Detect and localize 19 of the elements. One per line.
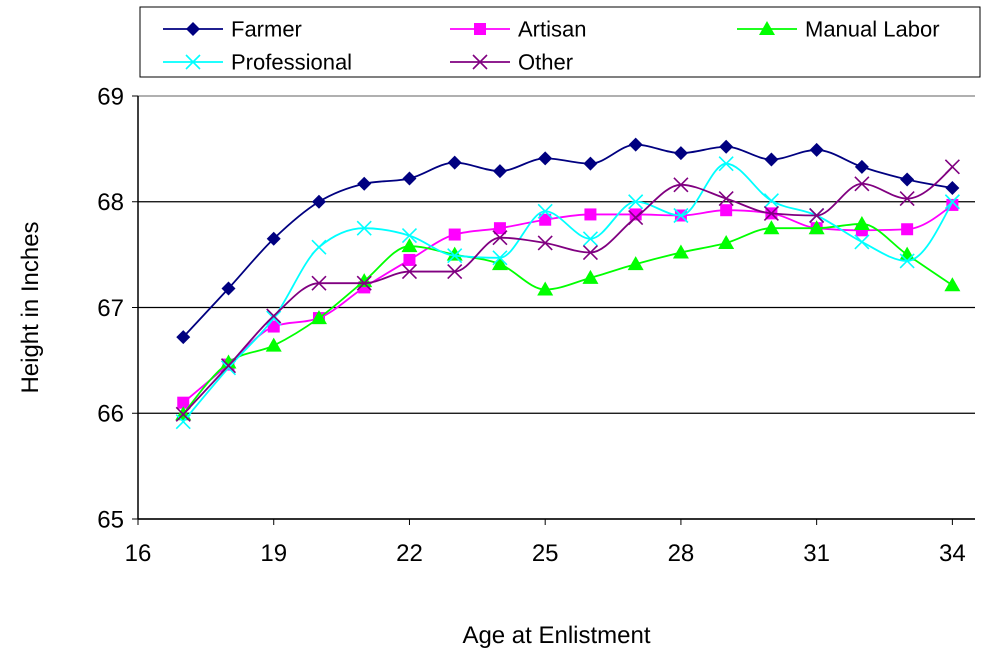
x-tick-label: 31 [803, 540, 830, 567]
x-axis-title: Age at Enlistment [462, 622, 651, 649]
legend-label: Manual Labor [805, 16, 940, 42]
y-tick-label: 67 [97, 294, 124, 322]
legend-label: Artisan [518, 16, 586, 42]
x-tick-label: 34 [939, 540, 966, 567]
y-tick-label: 68 [97, 189, 124, 216]
x-tick-label: 16 [124, 540, 152, 567]
x-tick-label: 22 [396, 540, 423, 567]
legend-label: Farmer [231, 16, 302, 42]
y-tick-label: 66 [97, 400, 124, 428]
y-tick-label: 69 [97, 83, 124, 110]
legend-label: Other [518, 50, 574, 75]
x-tick-label: 28 [668, 540, 694, 567]
legend-label: Professional [231, 50, 352, 75]
y-axis-title: Height in Inches [17, 221, 44, 394]
x-tick-label: 25 [532, 540, 559, 567]
y-tick-label: 65 [97, 506, 124, 534]
x-tick-label: 19 [260, 540, 288, 567]
